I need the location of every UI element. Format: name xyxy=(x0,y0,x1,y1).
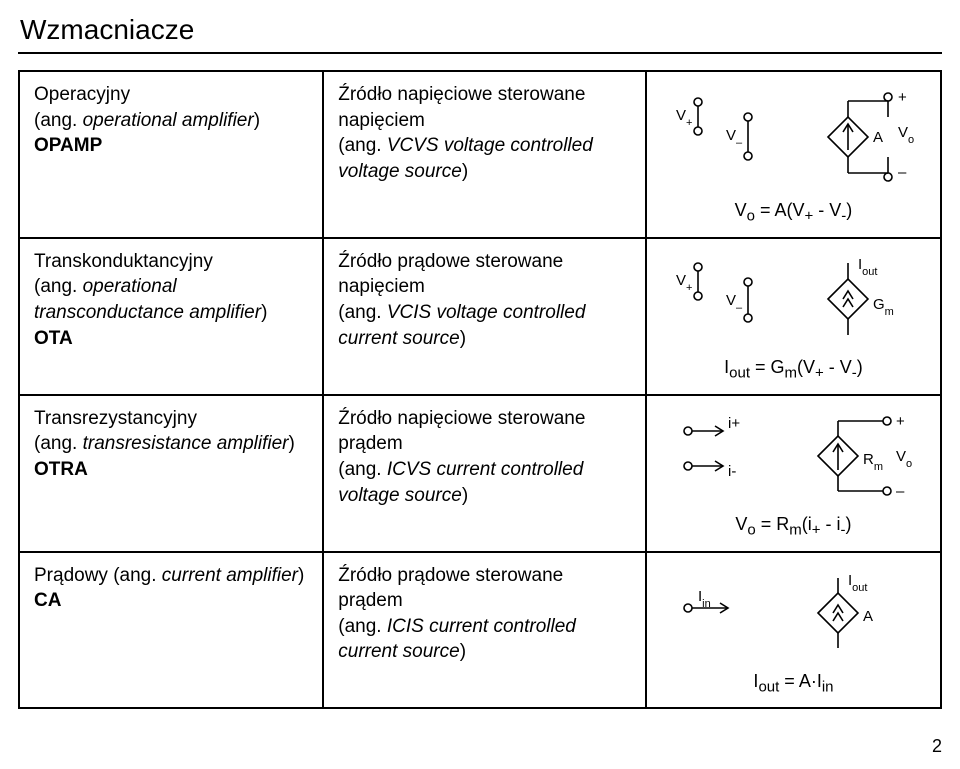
table-row: Transrezystancyjny (ang. transresistance… xyxy=(19,395,941,552)
abbr: OPAMP xyxy=(34,135,102,156)
src-en-prefix: (ang. xyxy=(338,135,387,156)
amplifier-table: Operacyjny (ang. operational amplifier) … xyxy=(18,70,942,709)
cell-source: Źródło napięciowe sterowane napięciem (a… xyxy=(323,71,646,238)
name-en-prefix: (ang. xyxy=(34,110,83,131)
src-pl: Źródło napięciowe sterowane napięciem xyxy=(338,84,585,131)
cell-name: Operacyjny (ang. operational amplifier) … xyxy=(19,71,323,238)
svg-text:Iin: Iin xyxy=(698,588,711,610)
cell-name: Transkonduktancyjny (ang. operational tr… xyxy=(19,238,323,395)
formula: Vo = Rm(i+ - i-) xyxy=(661,512,926,541)
svg-text:i+: i+ xyxy=(728,415,740,432)
icis-diagram-icon: Iin Iout A xyxy=(668,563,918,663)
cell-diagram: i+ i- Rm + Vo – Vo = Rm(i+ - i-) xyxy=(646,395,941,552)
name-pl: Transkonduktancyjny xyxy=(34,251,213,272)
cell-diagram: Iin Iout A Iout = A·Iin xyxy=(646,552,941,709)
svg-text:A: A xyxy=(873,129,883,146)
svg-text:+: + xyxy=(896,413,905,430)
svg-text:–: – xyxy=(896,483,905,500)
svg-text:Gm: Gm xyxy=(873,296,894,318)
title-divider xyxy=(18,52,942,54)
icvs-diagram-icon: i+ i- Rm + Vo – xyxy=(668,406,918,506)
svg-text:V–: V– xyxy=(726,292,743,314)
svg-text:+: + xyxy=(898,89,907,106)
svg-text:Iout: Iout xyxy=(858,256,877,278)
svg-text:A: A xyxy=(863,608,873,625)
table-row: Operacyjny (ang. operational amplifier) … xyxy=(19,71,941,238)
svg-text:V+: V+ xyxy=(676,107,692,129)
svg-text:Iout: Iout xyxy=(848,572,867,594)
formula: Vo = A(V+ - V-) xyxy=(661,198,926,227)
svg-text:V+: V+ xyxy=(676,272,692,294)
table-row: Transkonduktancyjny (ang. operational tr… xyxy=(19,238,941,395)
cell-source: Źródło napięciowe sterowane prądem (ang.… xyxy=(323,395,646,552)
svg-text:Vo: Vo xyxy=(898,124,914,146)
svg-text:–: – xyxy=(898,164,907,181)
vcvs-diagram-icon: V+ V– A + Vo – xyxy=(668,82,918,192)
cell-source: Źródło prądowe sterowane prądem (ang. IC… xyxy=(323,552,646,709)
vcis-diagram-icon: V+ V– Gm Iout xyxy=(668,249,918,349)
formula: Iout = Gm(V+ - V-) xyxy=(661,355,926,384)
svg-text:Vo: Vo xyxy=(896,448,912,470)
svg-text:V–: V– xyxy=(726,127,743,149)
svg-text:i-: i- xyxy=(728,463,736,480)
name-en-suffix: ) xyxy=(254,110,260,131)
page-number: 2 xyxy=(932,736,942,757)
formula: Iout = A·Iin xyxy=(661,669,926,698)
name-pl: Operacyjny xyxy=(34,84,130,105)
cell-name: Transrezystancyjny (ang. transresistance… xyxy=(19,395,323,552)
cell-diagram: V+ V– A + Vo – Vo = A(V+ - V-) xyxy=(646,71,941,238)
page-title: Wzmacniacze xyxy=(20,14,942,46)
name-en: operational amplifier xyxy=(83,110,254,131)
cell-name: Prądowy (ang. current amplifier) CA xyxy=(19,552,323,709)
table-row: Prądowy (ang. current amplifier) CA Źród… xyxy=(19,552,941,709)
cell-source: Źródło prądowe sterowane napięciem (ang.… xyxy=(323,238,646,395)
src-en-suffix: ) xyxy=(462,161,468,182)
svg-text:Rm: Rm xyxy=(863,451,883,473)
cell-diagram: V+ V– Gm Iout Iout = Gm(V+ - V-) xyxy=(646,238,941,395)
